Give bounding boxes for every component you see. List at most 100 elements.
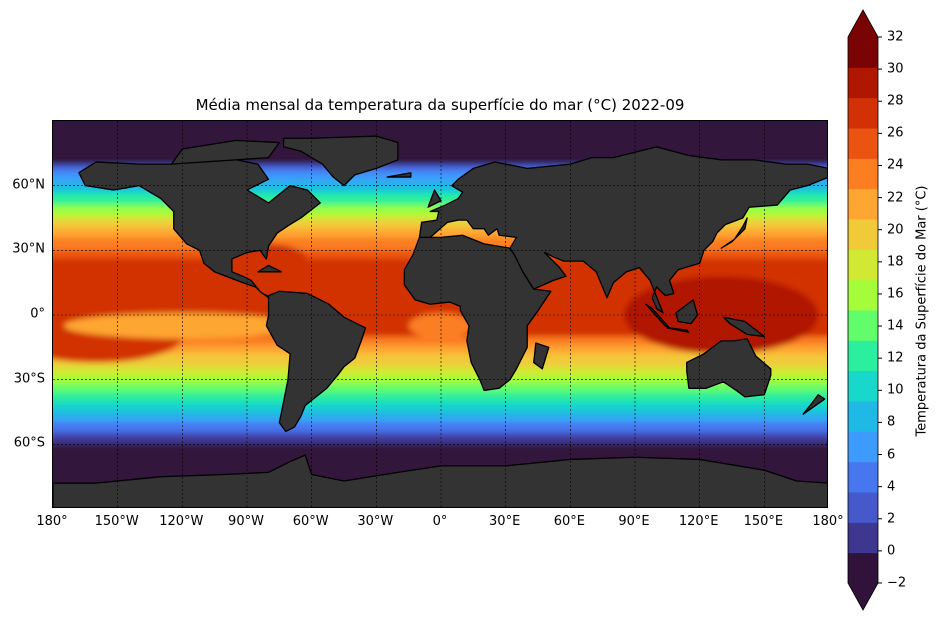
colorbar-tick-label: 24 [887, 157, 904, 173]
colorbar-tick-label: 0 [887, 543, 896, 559]
sst-band [53, 138, 827, 144]
sst-band [53, 452, 827, 458]
sst-band [53, 133, 827, 139]
x-tick-label: 30°W [357, 514, 394, 529]
colorbar-segment [848, 431, 878, 463]
colorbar-tick-label: 20 [887, 222, 904, 238]
sst-band [53, 383, 827, 389]
sst-band [53, 379, 827, 385]
land-masses [53, 135, 827, 507]
sst-band [53, 405, 827, 411]
colorbar-tick-label: 16 [887, 286, 904, 302]
colorbar-segment [848, 158, 878, 190]
sst-band [53, 427, 827, 432]
sst-band [53, 422, 827, 428]
y-tick-label: 60°S [13, 435, 45, 451]
colorbar-tick-label: 8 [887, 414, 896, 430]
sst-band [53, 336, 827, 342]
land-mass [427, 189, 442, 208]
sst-band [53, 129, 827, 135]
gridlines [53, 121, 827, 507]
sst-band [53, 306, 827, 312]
sst-band [53, 448, 827, 454]
map-title: Média mensal da temperatura da superfíci… [195, 96, 685, 114]
sst-band [53, 189, 827, 195]
colorbar-segment [848, 492, 878, 523]
colorbar-segment [848, 249, 878, 281]
sst-band [53, 302, 827, 307]
sst-band [53, 159, 827, 165]
sst-band [53, 444, 827, 450]
land-mass [802, 394, 826, 415]
land-mass [722, 316, 765, 338]
x-tick-label: 60°W [292, 514, 329, 529]
colorbar-tick-label: 26 [887, 125, 904, 141]
sst-band [53, 457, 827, 463]
colorbar-segment [848, 310, 878, 341]
y-tick-label: 30°S [13, 371, 45, 387]
sst-band [53, 125, 827, 131]
y-tick-label: 60°N [12, 177, 45, 193]
colorbar-segment [848, 219, 878, 250]
sst-band [53, 172, 827, 178]
colorbar-tick-label: 30 [887, 61, 904, 77]
sst-band [53, 435, 827, 441]
colorbar-tick-label: 10 [887, 382, 904, 398]
colorbar-tick-label: 12 [887, 350, 904, 366]
sst-band [53, 358, 827, 363]
y-tick-label: 30°N [12, 241, 45, 257]
colorbar-tick-label: 4 [887, 479, 896, 495]
colorbar-tick-label: −2 [887, 575, 907, 591]
colorbar-tick-label: 22 [887, 190, 904, 206]
sst-band [53, 414, 827, 419]
x-tick-label: 30°E [489, 514, 521, 529]
colorbar-segment [848, 128, 878, 159]
land-mass [386, 172, 412, 178]
sst-band [53, 146, 827, 152]
sst-band [53, 431, 827, 437]
land-mass [53, 454, 827, 507]
sst-band [53, 181, 827, 187]
x-tick-label: 0° [432, 514, 448, 529]
x-tick-label: 150°W [94, 514, 139, 529]
colorbar-segment [848, 37, 878, 68]
sst-band [53, 388, 827, 394]
land-mass [675, 299, 699, 325]
sst-band [53, 168, 827, 174]
land-mass [533, 342, 550, 370]
sst-band [53, 396, 827, 402]
x-tick-label: 60°E [553, 514, 585, 529]
sst-band [53, 401, 827, 407]
sst-band [53, 185, 827, 191]
sst-band [53, 366, 827, 372]
sst-map [53, 121, 827, 507]
sst-band [53, 233, 827, 238]
colorbar-segment [848, 67, 878, 99]
colorbar-segment [848, 461, 878, 493]
colorbar-segment [848, 188, 878, 220]
land-mass [170, 139, 280, 165]
x-tick-label: 180° [812, 514, 844, 529]
colorbar-tick-label: 14 [887, 318, 904, 334]
sst-band [53, 151, 827, 156]
colorbar-segment [848, 279, 878, 311]
sst-band [53, 164, 827, 169]
land-mass [257, 264, 283, 273]
land-mass [720, 217, 748, 249]
colorbar-segment [848, 552, 878, 584]
land-mass [686, 338, 772, 398]
sst-band [53, 194, 827, 200]
sst-band [53, 349, 827, 355]
sst-band [53, 353, 827, 359]
sst-band [53, 461, 827, 467]
sst-band [53, 409, 827, 415]
x-tick-label: 90°W [228, 514, 264, 529]
sst-band [53, 345, 827, 350]
colorbar-label: Temperatura da Superfície do Mar (°C) [914, 185, 930, 437]
colorbar-tick-label: 32 [887, 29, 904, 45]
sst-band [53, 392, 827, 398]
colorbar [847, 9, 882, 611]
colorbar-tick-label: 2 [887, 511, 896, 527]
colorbar-tick-label: 18 [887, 254, 904, 270]
colorbar-segment [848, 522, 878, 554]
